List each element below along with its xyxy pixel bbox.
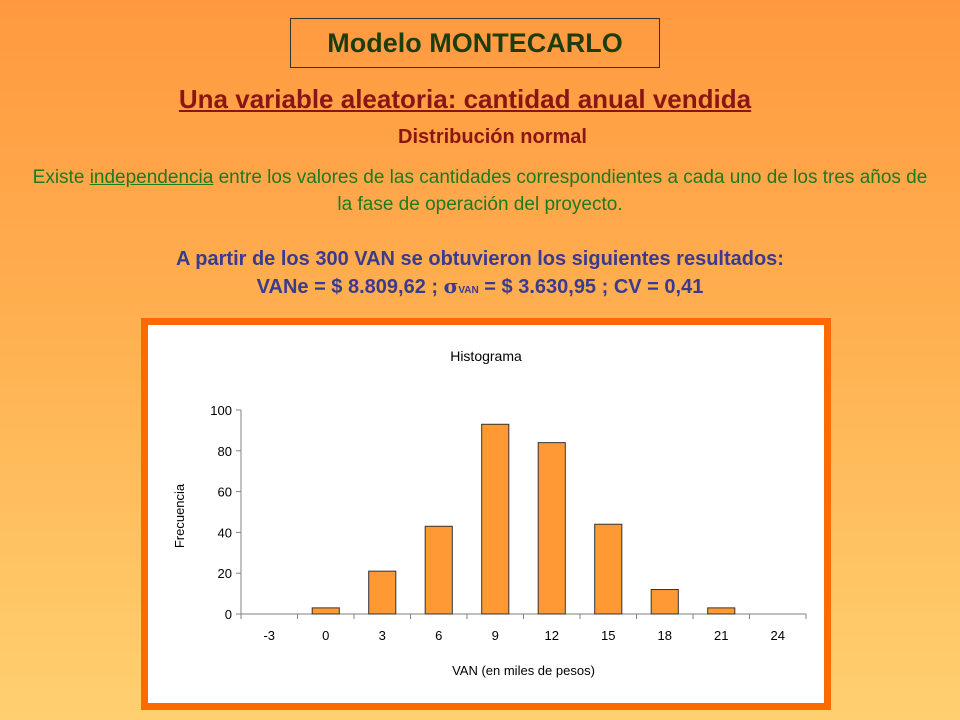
x-tick-label: 0 (322, 628, 329, 643)
x-tick-label: 9 (492, 628, 499, 643)
histogram-bar (311, 607, 340, 615)
y-tick-label: 100 (210, 403, 232, 418)
y-axis-label: Frecuencia (172, 483, 187, 548)
x-tick-label: -3 (263, 628, 275, 643)
histogram-bar (707, 607, 736, 615)
sigma-symbol: σ (443, 274, 459, 298)
slide-title: Modelo MONTECARLO (290, 18, 660, 68)
y-tick-label: 80 (218, 444, 232, 459)
x-tick-label: 3 (379, 628, 386, 643)
results-values: VANe = $ 8.809,62 ; σVAN = $ 3.630,95 ; … (0, 273, 960, 304)
y-tick-label: 40 (218, 525, 232, 540)
sigma-subscript: VAN (458, 285, 479, 296)
x-tick-label: 6 (435, 628, 442, 643)
chart-title: Histograma (450, 348, 522, 364)
x-tick-label: 12 (545, 628, 559, 643)
y-tick-label: 0 (225, 607, 232, 622)
distribution-label: Distribución normal (398, 126, 587, 148)
chart-frame: Histograma 0 20 40 60 80 100 -3 0 3 6 9 12 15 18 21 24 VA… (141, 318, 831, 710)
x-tick-label: 18 (658, 628, 672, 643)
independence-paragraph: Existe independencia entre los valores d… (30, 164, 930, 218)
y-tick-label: 60 (218, 485, 232, 500)
vane-value: VANe = $ 8.809,62 ; (256, 276, 444, 298)
paragraph-text-end: entre los valores de las cantidades corr… (213, 167, 928, 215)
independencia-link[interactable]: independencia (89, 167, 214, 188)
histogram-bar (650, 589, 679, 615)
histogram-chart: Histograma 0 20 40 60 80 100 -3 0 3 6 9 12 15 18 21 24 VA… (172, 348, 807, 678)
x-tick-label: 15 (601, 628, 615, 643)
results-block: A partir de los 300 VAN se obtuvieron lo… (0, 246, 960, 304)
chart-area: Histograma 0 20 40 60 80 100 -3 0 3 6 9 12 15 18 21 24 VA… (148, 325, 824, 703)
results-intro: A partir de los 300 VAN se obtuvieron lo… (176, 248, 784, 270)
x-tick-label: 24 (771, 628, 785, 643)
paragraph-text-start: Existe (32, 167, 90, 188)
histogram-bar (368, 570, 397, 615)
x-axis-label: VAN (en miles de pesos) (452, 663, 595, 678)
slide-subtitle: Una variable aleatoria: cantidad anual v… (178, 84, 752, 114)
histogram-bar (537, 442, 566, 615)
histogram-bar (481, 423, 510, 615)
y-tick-label: 20 (218, 566, 232, 581)
histogram-bar (424, 525, 453, 615)
sigma-and-cv-values: = $ 3.630,95 ; CV = 0,41 (478, 276, 704, 298)
x-tick-label: 21 (714, 628, 728, 643)
histogram-bar (594, 523, 623, 615)
